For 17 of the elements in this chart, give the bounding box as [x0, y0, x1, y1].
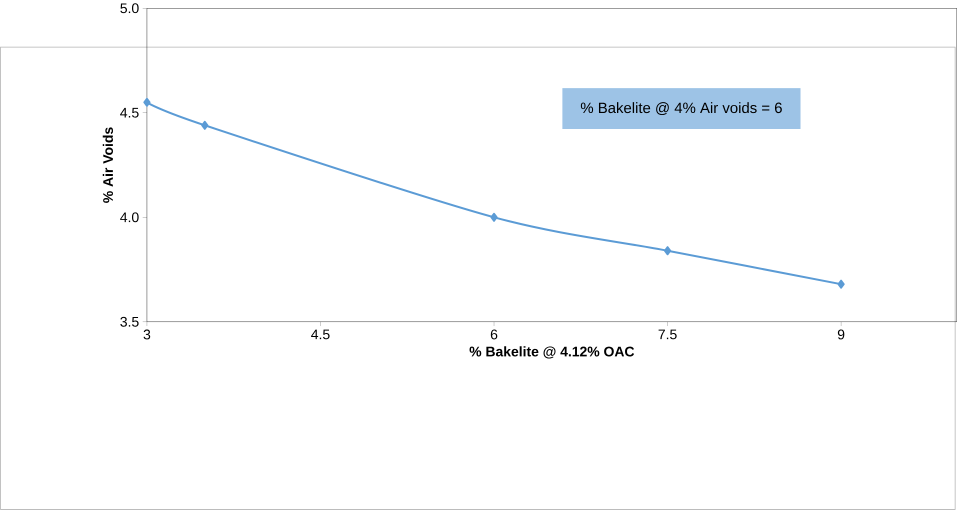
- point: [837, 280, 845, 289]
- y-tick-label: 3.5: [120, 316, 139, 327]
- point: [664, 246, 672, 256]
- point: [143, 98, 151, 107]
- point: [490, 212, 498, 222]
- x-tick-label: 6: [490, 330, 498, 340]
- point: [201, 120, 208, 130]
- y-tick-label: 4.0: [120, 212, 139, 222]
- y-tick-label: 4.5: [120, 108, 139, 118]
- x-tick-label: 3: [144, 330, 150, 340]
- x-tick-label: 4.5: [311, 330, 330, 340]
- x-axis-title: % Bakelite @ 4.12% OAC: [470, 346, 634, 359]
- y-tick-label: 5.0: [120, 3, 139, 14]
- annotation: % Bakelite @ 4% Air voids = 6: [580, 102, 782, 116]
- x-tick-label: 9: [838, 330, 844, 340]
- y-axis-title: % Air Voids: [102, 127, 113, 203]
- x-tick-label: 7.5: [658, 330, 677, 340]
